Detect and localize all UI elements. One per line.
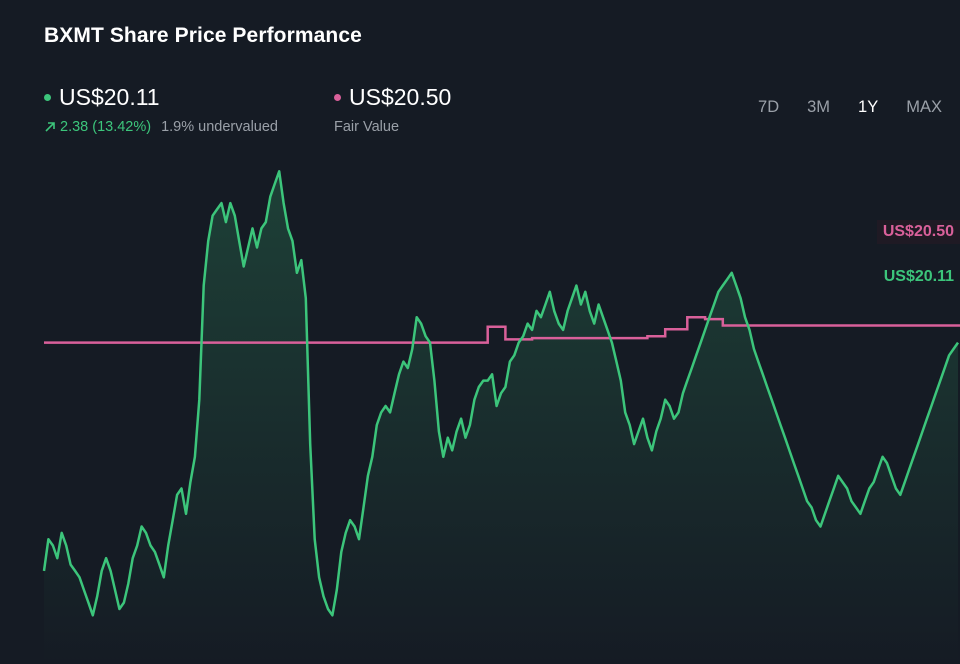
price-change-value: 2.38 (13.42%) [60, 119, 152, 135]
share-price-end-label: US$20.11 [877, 265, 960, 289]
fair-value-line [44, 315, 960, 344]
time-range-tabs: 7D 3M 1Y MAX [730, 98, 942, 117]
fair-value-label: Fair Value [334, 119, 400, 135]
valuation-text: 1.9% undervalued [161, 119, 278, 135]
arrow-up-right-icon [45, 122, 55, 132]
share-price-area [44, 171, 958, 664]
chart-title: BXMT Share Price Performance [44, 24, 362, 47]
fair-value-value: US$20.50 [349, 84, 452, 110]
fair-value-block: US$20.50 Fair Value [334, 84, 451, 135]
tab-7d[interactable]: 7D [758, 98, 780, 116]
share-price-dot [44, 94, 51, 101]
tab-3m[interactable]: 3M [807, 98, 831, 116]
tab-1y[interactable]: 1Y [858, 98, 879, 116]
fair-value-end-label: US$20.50 [876, 220, 960, 244]
share-price-block: US$20.11 2.38 (13.42%) 1.9% undervalued [44, 84, 278, 135]
share-price-line [42, 170, 960, 617]
fair-value-dot [334, 94, 341, 101]
price-change: 2.38 (13.42%) [44, 119, 151, 135]
share-price-value: US$20.11 [59, 84, 160, 110]
tab-max[interactable]: MAX [906, 98, 942, 116]
